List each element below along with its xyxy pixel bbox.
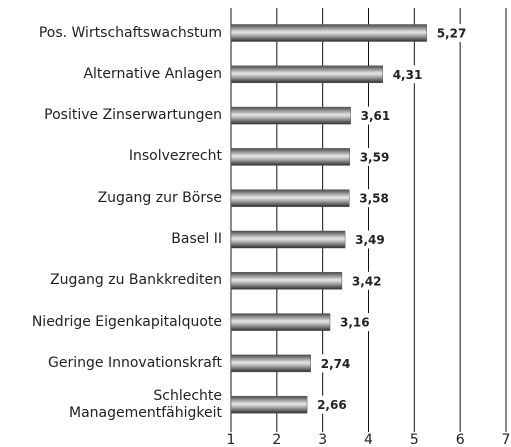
- category-label: Insolvezrecht: [128, 148, 222, 165]
- value-label: 3,58: [359, 192, 389, 206]
- value-label: 3,61: [361, 109, 391, 123]
- value-label: 3,16: [340, 316, 370, 330]
- value-label-bg: [432, 24, 473, 42]
- value-label-bg: [356, 106, 397, 125]
- bar: [230, 189, 350, 207]
- bar: [230, 148, 350, 166]
- bar: [230, 272, 343, 290]
- value-label-bg: [336, 313, 376, 332]
- category-label: Pos. Wirtschaftswachstum: [38, 24, 222, 41]
- bar: [230, 313, 331, 331]
- bar: [230, 395, 308, 414]
- bar: [230, 24, 427, 42]
- value-label-bg: [347, 271, 388, 290]
- value-label-bg: [355, 147, 396, 166]
- value-label: 3,59: [360, 150, 390, 164]
- x-tick-label: 7: [502, 432, 511, 447]
- value-label: 3,49: [355, 233, 385, 247]
- value-label-bg: [351, 230, 392, 249]
- x-tick-label: 6: [456, 432, 465, 447]
- x-tick-label: 3: [318, 432, 327, 447]
- bar: [230, 230, 346, 249]
- value-label: 3,42: [352, 274, 382, 288]
- bar: [230, 65, 383, 84]
- category-label: Alternative Anlagen: [83, 65, 222, 82]
- category-label: Basel II: [171, 231, 222, 247]
- value-label-bg: [313, 395, 354, 414]
- x-tick-label: 1: [227, 432, 236, 447]
- category-label: Geringe Innovationskraft: [48, 354, 222, 371]
- value-label: 2,74: [321, 357, 351, 371]
- value-label: 2,66: [317, 398, 347, 412]
- category-label: Zugang zu Bankkrediten: [50, 272, 222, 289]
- category-label: Zugang zur Börse: [97, 189, 222, 206]
- bar: [230, 106, 351, 125]
- category-label: Niedrige Eigenkapitalquote: [31, 313, 222, 330]
- value-label: 5,27: [437, 27, 467, 41]
- bar: [230, 354, 311, 373]
- value-label-bg: [316, 354, 357, 373]
- value-label-bg: [355, 189, 396, 208]
- category-label: Schlechte Managementfähigkeit: [69, 387, 222, 421]
- value-label-bg: [388, 65, 429, 84]
- x-tick-label: 5: [410, 432, 419, 447]
- x-tick-label: 4: [364, 432, 373, 447]
- x-tick-label: 2: [272, 432, 281, 447]
- value-label: 4,31: [393, 68, 423, 82]
- category-label: Positive Zinserwartungen: [44, 107, 222, 124]
